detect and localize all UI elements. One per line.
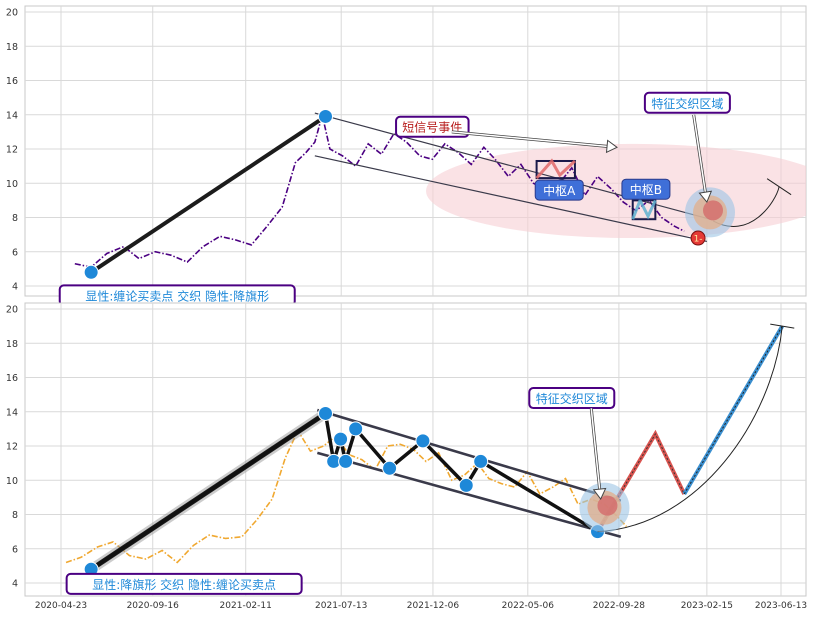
top-feature-arrow-head	[698, 190, 713, 204]
bottom-feature-arrow-head	[592, 487, 607, 501]
bottom-zigzag-point	[473, 453, 489, 469]
top-annotation-box	[395, 115, 470, 138]
bottom-focus-inner	[597, 495, 618, 516]
top-signal-arrow-head	[605, 139, 618, 154]
bottom-y-tick-label: 4	[12, 579, 18, 590]
top-zhongshu-label: 中枢A	[543, 183, 576, 198]
bottom-price-series	[65, 428, 628, 564]
top-y-tick-label: 16	[6, 76, 18, 87]
bottom-y-tick-label: 12	[6, 442, 18, 453]
top-marker	[83, 264, 99, 280]
top-annotation-box	[643, 91, 731, 114]
bottom-channel-lower-line	[316, 451, 622, 539]
bottom-annotation-box	[528, 387, 616, 410]
x-tick-label: 2021-12-06	[407, 601, 460, 611]
bottom-channel-upper-line	[316, 408, 622, 503]
bottom-annotation-text: 显性:降旗形 交织 隐性:缠论买卖点	[92, 577, 276, 592]
bottom-annotation-box	[65, 572, 303, 595]
top-annotation-text: 短信号事件	[402, 121, 462, 135]
bottom-y-tick-label: 18	[6, 339, 18, 350]
x-tick-label: 2021-07-13	[315, 601, 367, 611]
top-feature-arrow-shaft-inner	[692, 114, 707, 193]
top-y-tick-label: 14	[6, 110, 18, 121]
bottom-feature-arrow-shaft-inner	[590, 408, 601, 490]
bottom-zigzag-point	[458, 477, 474, 493]
bottom-y-tick-label: 20	[6, 305, 18, 316]
top-y-tick-label: 10	[6, 179, 18, 190]
bottom-zigzag-point	[318, 405, 334, 421]
bottom-plot-area	[25, 303, 806, 596]
top-y-tick-label: 8	[12, 213, 18, 224]
top-zhongshu-stroke	[631, 196, 657, 220]
bottom-zigzag-point	[382, 460, 398, 476]
top-plot-area: 中枢A 中枢B 1-	[25, 6, 806, 296]
top-channel-lower-line	[314, 155, 707, 243]
top-annotation-text: 特征交织区域	[651, 96, 723, 111]
bottom-y-tick-label: 14	[6, 407, 18, 418]
top-zhongshu-box	[631, 199, 657, 221]
top-y-tick-label: 4	[12, 282, 18, 293]
top-annotation-text: 显性:缠论买卖点 交织 隐性:降旗形	[85, 288, 269, 303]
top-y-tick-label: 6	[12, 247, 18, 258]
x-tick-label: 2023-02-15	[681, 601, 733, 611]
top-zhongshu-box	[535, 159, 576, 180]
top-zhongshu-label: 中枢B	[630, 182, 662, 197]
x-tick-label: 2022-09-28	[593, 601, 646, 611]
top-marker	[318, 108, 334, 124]
bottom-projection-arc	[597, 326, 783, 533]
x-tick-label: 2022-05-06	[502, 601, 555, 611]
top-zhongshu-label-box	[621, 178, 671, 200]
x-tick-label: 2020-04-23	[35, 601, 87, 611]
bottom-y-tick-label: 8	[12, 510, 18, 521]
bottom-plot-frame	[24, 302, 807, 597]
bottom-zigzag-point	[415, 433, 431, 449]
top-marker	[690, 230, 706, 246]
bottom-zigzag-point	[338, 453, 354, 469]
bottom-y-tick-label: 6	[12, 544, 18, 555]
x-tick-label: 2021-02-11	[220, 601, 272, 611]
top-channel-upper-line	[314, 112, 711, 220]
top-y-tick-label: 12	[6, 145, 18, 156]
top-price-series	[74, 116, 685, 269]
top-y-tick-label: 18	[6, 42, 18, 53]
x-tick-label: 2020-09-16	[127, 601, 180, 611]
bottom-y-tick-label: 10	[6, 476, 18, 487]
top-zhongshu-label-box	[534, 179, 584, 201]
bottom-annotation-text: 特征交织区域	[536, 391, 608, 406]
bottom-zigzag-point	[333, 431, 349, 447]
bottom-zigzag-point	[348, 421, 364, 437]
bottom-y-tick-label: 16	[6, 373, 18, 384]
bottom-forecast-blue-dots	[683, 325, 783, 495]
bottom-projection-tick	[770, 323, 795, 329]
top-y-tick-label: 20	[6, 8, 18, 19]
top-zhongshu-stroke	[535, 158, 576, 180]
top-focus-inner	[703, 200, 724, 221]
x-tick-label: 2023-06-13	[755, 601, 807, 611]
top-trend-line	[90, 114, 327, 274]
top-signal-arrow-shaft-inner	[451, 131, 608, 148]
top-projection-tick	[766, 178, 792, 196]
top-marker-label: 1-	[694, 235, 703, 245]
